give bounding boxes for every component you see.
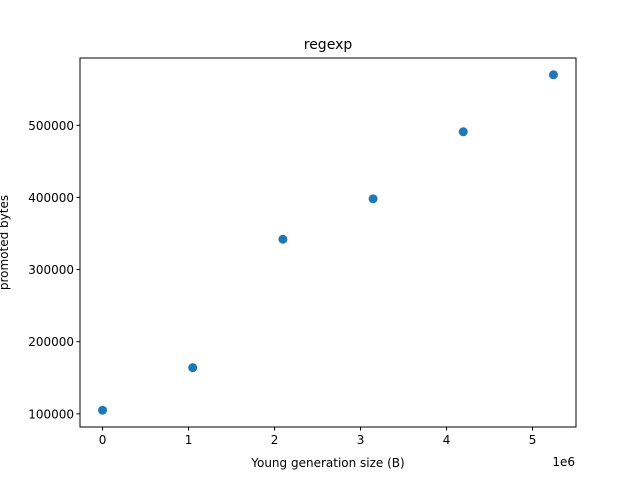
y-axis-ticks: 100000 200000 300000 400000 500000 — [28, 119, 80, 421]
x-axis-label: Young generation size (B) — [250, 456, 404, 470]
data-point — [368, 194, 378, 204]
x-tick-label: 0 — [99, 433, 107, 447]
plot-area-frame — [79, 57, 577, 428]
data-point — [458, 127, 468, 137]
y-tick-label: 400000 — [28, 191, 74, 205]
y-tick-label: 100000 — [28, 407, 74, 421]
x-tick-label: 5 — [529, 433, 537, 447]
x-tick-label: 1 — [185, 433, 193, 447]
x-tick-label: 3 — [357, 433, 365, 447]
y-axis-label: promoted bytes — [0, 195, 11, 290]
data-point — [98, 405, 108, 415]
y-tick-label: 500000 — [28, 119, 74, 133]
y-tick-label: 300000 — [28, 263, 74, 277]
x-tick-label: 4 — [443, 433, 451, 447]
data-points — [98, 70, 558, 415]
y-tick-label: 200000 — [28, 335, 74, 349]
x-axis-offset-label: 1e6 — [552, 455, 575, 469]
data-point — [188, 363, 198, 373]
data-point — [278, 234, 288, 244]
data-point — [548, 70, 558, 80]
chart-title: regexp — [304, 37, 353, 53]
x-tick-label: 2 — [271, 433, 279, 447]
x-axis-ticks: 0 1 2 3 4 5 — [99, 427, 537, 447]
